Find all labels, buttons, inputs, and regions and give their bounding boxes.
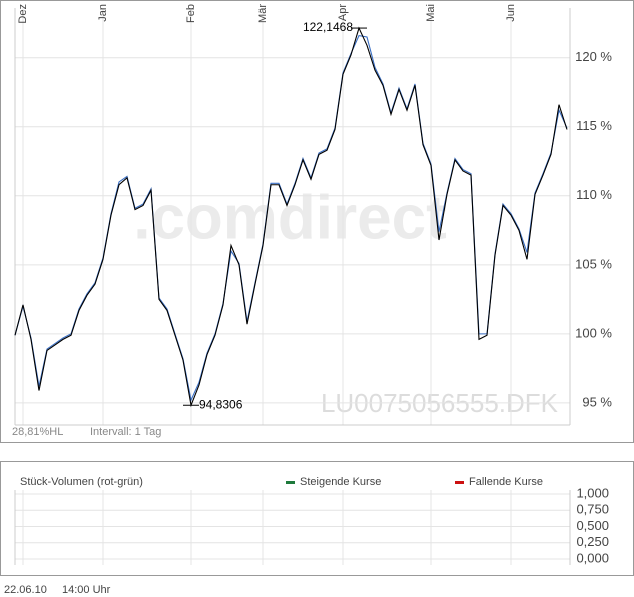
footer-time: 14:00 Uhr [62,584,111,596]
legend-label: Fallende Kurse [469,476,543,488]
x-tick-label: Jun [505,4,517,22]
y-tick-label: 0,000 [576,550,609,565]
x-tick-label: Dez [17,4,29,24]
price-line [14,26,568,408]
y-tick-label: 100 % [575,325,612,340]
y-tick-label: 95 % [582,394,612,409]
note: Intervall: 1 Tag [90,426,161,438]
volume-panel [0,461,634,576]
watermark: .comdirect [133,183,447,252]
footer-date: 22.06.10 [4,584,47,596]
x-tick-label: Mai [425,4,437,22]
legend-label: Steigende Kurse [300,476,381,488]
x-tick-label: Jan [97,4,109,22]
y-tick-label: 0,500 [576,518,609,533]
annotation-label: 122,1468 [303,20,353,34]
y-tick-label: 0,250 [576,534,609,549]
y-tick-label: 0,750 [576,502,609,517]
legend-swatch [286,481,295,484]
note: 28,81%HL [12,426,63,438]
y-tick-label: 110 % [576,187,612,202]
panel-title: Stück-Volumen (rot-grün) [20,476,143,488]
y-tick-label: 1,000 [576,485,609,500]
y-tick-label: 115 % [576,118,612,133]
annotation-label: 94,8306 [199,397,243,411]
x-tick-label: Feb [185,4,197,23]
y-tick-label: 105 % [575,256,612,271]
x-tick-label: Mär [257,4,269,23]
y-tick-label: 120 % [575,49,612,64]
legend-swatch [455,481,464,484]
x-tick-label: Apr [337,4,349,21]
price-panel [0,0,634,443]
